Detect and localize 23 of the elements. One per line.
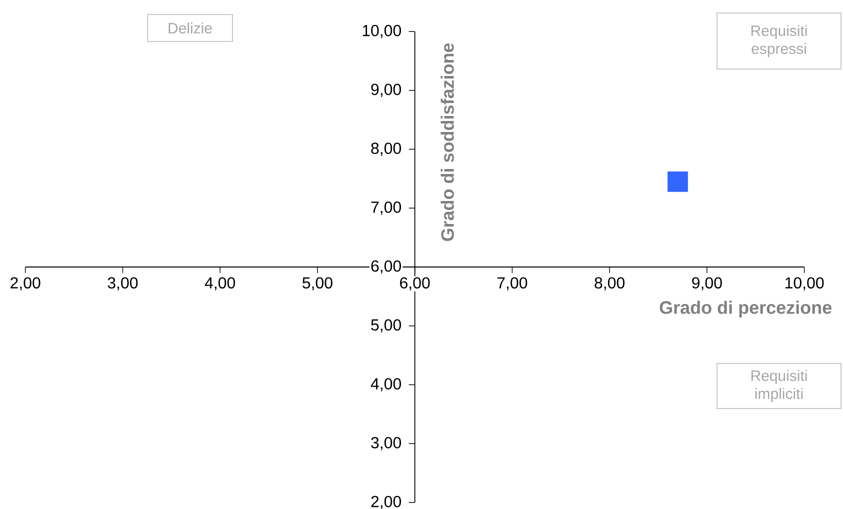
y-tick-label: 9,00: [371, 84, 402, 97]
x-tick-label: 5,00: [302, 277, 332, 290]
y-tick-label: 5,00: [371, 319, 402, 332]
annotation: Delizie: [168, 22, 212, 34]
y-tick-label: 7,00: [371, 202, 402, 215]
x-tick-label: 7,00: [497, 277, 528, 290]
annotation: Requisiti impliciti: [751, 370, 807, 402]
y-tick-label: 2,00: [371, 496, 402, 509]
y-tick-label: 3,00: [371, 437, 402, 450]
y-tick-label: 6,00: [371, 260, 402, 274]
y-tick-label: 10,00: [362, 24, 402, 38]
x-tick-label: 4,00: [204, 277, 236, 290]
x-tick-label: 2,00: [10, 277, 40, 290]
x-tick-label: 9,00: [692, 277, 722, 290]
x-axis-title: Grado di percezione: [660, 300, 832, 318]
y-tick-label: 4,00: [370, 378, 402, 392]
y-tick-label: 8,00: [371, 142, 402, 156]
x-tick-label: 10,00: [786, 277, 824, 290]
annotation: Requisiti espressi: [751, 24, 807, 57]
x-tick-label: 3,00: [108, 277, 138, 290]
y-axis-title: Grado di soddisfazione: [440, 43, 454, 241]
x-tick-label: 6,00: [400, 277, 430, 290]
x-tick-label: 8,00: [594, 277, 625, 290]
